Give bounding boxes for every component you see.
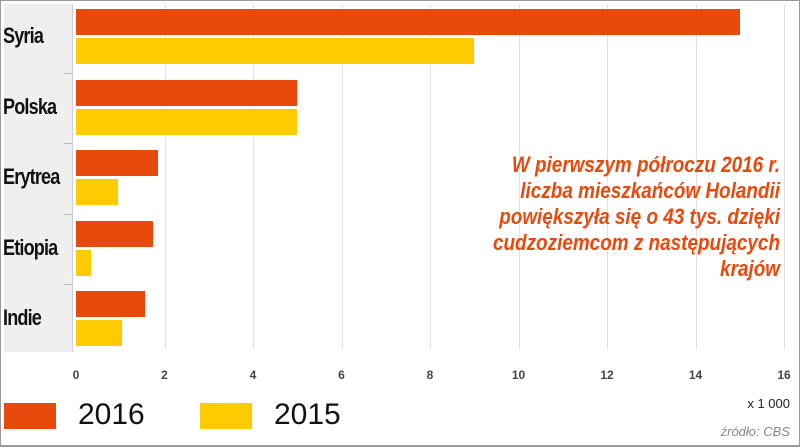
bar-indie-2016	[76, 291, 145, 317]
bar-polska-2015	[76, 108, 298, 135]
category-label: Syria	[3, 23, 44, 48]
annotation-line: cudzoziemcom z następujących krajów	[492, 230, 780, 281]
category-label: Indie	[3, 305, 42, 330]
x-tick-label: 16	[777, 368, 791, 382]
gridline	[253, 4, 254, 349]
legend-swatch-2015	[200, 403, 252, 429]
x-tick-label: 0	[72, 368, 80, 382]
category-axis-panel	[4, 4, 73, 352]
category-tick	[64, 213, 72, 215]
x-tick-label: 10	[511, 368, 526, 382]
bar-polska-2016	[76, 79, 298, 106]
x-tick-label: 6	[338, 368, 345, 382]
bar-erytrea-2015	[76, 179, 119, 205]
gridline	[164, 4, 166, 349]
gridline	[430, 4, 431, 349]
bar-etiopia-2015	[76, 249, 92, 276]
x-tick-label: 14	[688, 368, 703, 382]
category-label: Etiopia	[3, 234, 58, 260]
category-tick	[64, 143, 72, 144]
category-label: Polska	[3, 93, 57, 119]
category-tick	[64, 284, 72, 285]
legend-label-2016: 2016	[78, 398, 145, 431]
category-label: Erytrea	[3, 164, 60, 189]
x-tick-label: 8	[426, 368, 434, 382]
bar-indie-2015	[76, 320, 123, 346]
x-tick-label: 2	[161, 368, 168, 382]
category-tick	[64, 72, 72, 74]
gridline	[341, 4, 343, 349]
gridline	[518, 4, 520, 349]
gridline	[784, 4, 785, 349]
gridline	[695, 4, 697, 349]
source-note: źródło: CBS	[720, 424, 790, 439]
annotation-text: W pierwszym półroczu 2016 r. liczba mies…	[436, 152, 780, 282]
x-axis-unit: x 1 000	[747, 396, 790, 411]
annotation-line: W pierwszym półroczu 2016 r.	[511, 152, 780, 177]
bar-erytrea-2016	[76, 150, 158, 176]
x-tick-label: 12	[600, 368, 614, 382]
gridline	[607, 4, 608, 349]
bar-syria-2015	[76, 38, 475, 64]
annotation-line: liczba mieszkańców Holandii	[520, 178, 780, 203]
annotation-line: powiększyła się o 43 tys. dzięki	[499, 204, 780, 229]
bar-etiopia-2016	[76, 220, 154, 247]
legend-label-2015: 2015	[274, 398, 341, 431]
x-tick-label: 4	[249, 368, 257, 382]
bar-syria-2016	[76, 9, 740, 35]
legend-swatch-2016	[4, 403, 56, 429]
